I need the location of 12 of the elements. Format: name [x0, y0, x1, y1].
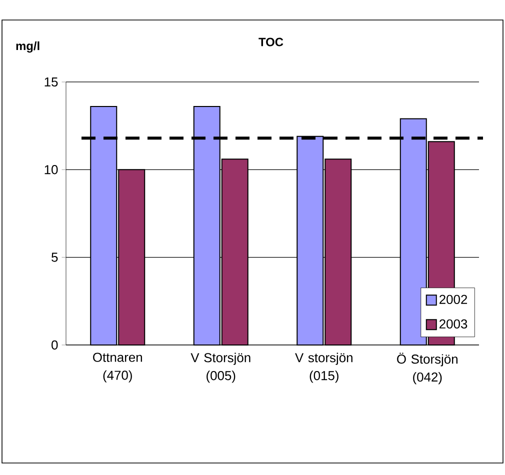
- x-tick-label: Ö Storsjön (042): [397, 352, 458, 384]
- x-tick-label: Ottnaren (470): [93, 352, 142, 382]
- x-tick-label: V storsjön (015): [295, 352, 352, 383]
- chart-title: TOC: [258, 38, 284, 46]
- y-tick-label: 10: [44, 165, 58, 174]
- x-tick-label: V Storsjön (005): [190, 352, 250, 383]
- y-tick-label: 0: [52, 340, 58, 350]
- y-tick-label: 15: [44, 77, 58, 86]
- y-tick-label: 5: [52, 252, 58, 262]
- legend-label: 2002: [440, 294, 468, 304]
- y-axis-title: mg/l: [16, 41, 40, 53]
- legend-label: 2003: [440, 319, 468, 329]
